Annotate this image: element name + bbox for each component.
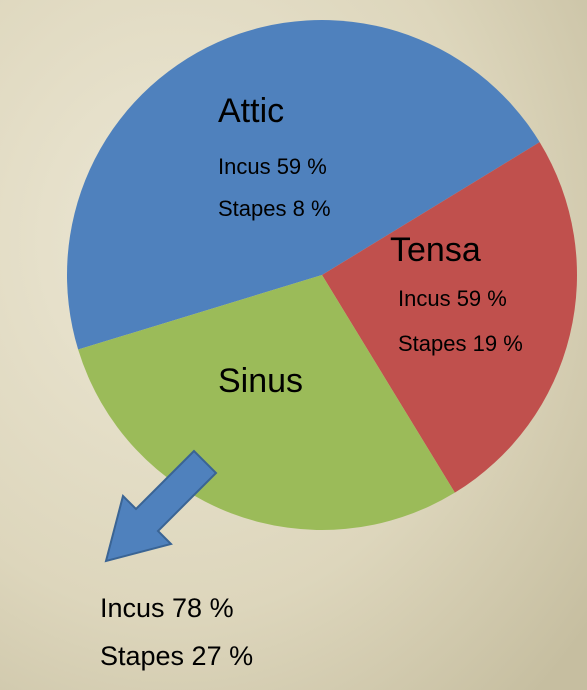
slice-note: Incus 78 % [100, 593, 234, 623]
pie [66, 19, 577, 530]
slice-note: Incus 59 % [218, 154, 327, 179]
pie-slice [78, 275, 455, 530]
labels: Attic Incus 59 % Stapes 8 % Tensa Incus 59 %… [100, 92, 523, 671]
pie-slice [322, 142, 577, 493]
slice-label: Sinus [218, 362, 303, 400]
slice-note: Stapes 8 % [218, 196, 331, 221]
slice-label: Attic [218, 92, 284, 130]
pie-slice [66, 19, 540, 350]
slice-note: Stapes 27 % [100, 641, 253, 671]
slice-note: Incus 59 % [398, 286, 507, 311]
slice-label: Tensa [390, 231, 481, 269]
arrow [104, 449, 218, 563]
slice-note: Stapes 19 % [398, 331, 523, 356]
